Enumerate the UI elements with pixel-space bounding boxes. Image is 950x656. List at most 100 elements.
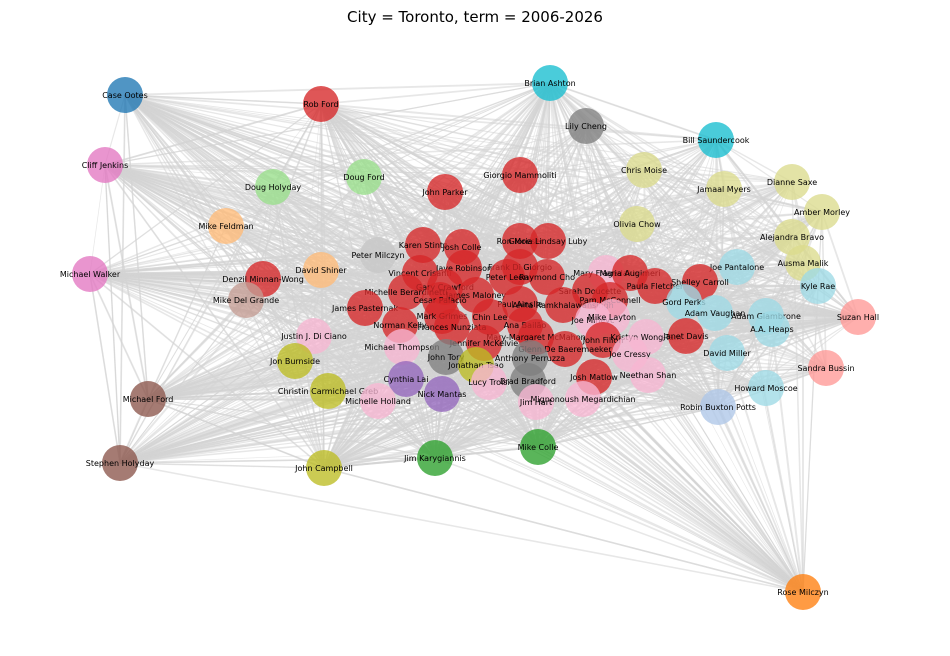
- node-circle: [840, 299, 876, 335]
- edge: [323, 401, 537, 469]
- graph-node: Anita Ramkhalawansingh: [512, 287, 614, 323]
- graph-node: A.A. Heaps: [750, 311, 794, 347]
- node-label: Peter Leon: [486, 273, 529, 282]
- node-label: Peter Milczyn: [351, 251, 404, 260]
- node-circle: [303, 86, 339, 122]
- node-circle: [208, 208, 244, 244]
- node-label: Cliff Jenkins: [82, 161, 129, 170]
- edge: [434, 406, 719, 459]
- graph-node: Peter Milczyn: [351, 237, 405, 273]
- graph-node: Doug Holyday: [245, 169, 302, 205]
- node-circle: [520, 429, 556, 465]
- node-circle: [630, 357, 666, 393]
- edge: [272, 125, 587, 188]
- node-label: Raymond Cho: [519, 273, 575, 282]
- graph-node: Adam Vaughan: [685, 295, 745, 331]
- node-label: James Pasternak: [331, 304, 398, 313]
- node-label: Amber Morley: [794, 208, 850, 217]
- node-label: Karen Stintz: [399, 241, 448, 250]
- node-label: David Miller: [703, 349, 751, 358]
- edge: [547, 240, 819, 287]
- node-circle: [107, 77, 143, 113]
- node-circle: [255, 169, 291, 205]
- graph-node: Karen Stintz: [399, 227, 448, 263]
- graph-node: Mike Feldman: [198, 208, 254, 244]
- graph-node: Paula Fletcher: [627, 268, 684, 304]
- graph-title: City = Toronto, term = 2006-2026: [347, 8, 603, 26]
- edge: [327, 299, 441, 392]
- node-circle: [547, 331, 583, 367]
- edge: [323, 467, 804, 593]
- node-label: Neethan Shan: [620, 371, 677, 380]
- graph-node: Jamaal Myers: [696, 171, 751, 207]
- node-circle: [346, 159, 382, 195]
- graph-node: Amber Morley: [794, 194, 850, 230]
- node-circle: [530, 223, 566, 259]
- edge: [89, 273, 121, 464]
- node-label: Gloria Lindsay Luby: [509, 237, 588, 246]
- node-label: Alejandra Bravo: [760, 233, 824, 242]
- node-label: John Tory: [427, 353, 465, 362]
- node-circle: [434, 309, 470, 345]
- edge: [119, 360, 296, 464]
- graph-node: Lily Cheng: [565, 108, 607, 144]
- edge: [765, 316, 859, 389]
- edge: [147, 398, 325, 469]
- node-label: Mary Fragedakis: [573, 269, 639, 278]
- node-label: Joe Pantalone: [709, 263, 764, 272]
- graph-node: Bill Saundercook: [683, 122, 750, 158]
- node-circle: [417, 440, 453, 476]
- edge: [582, 398, 804, 593]
- edge: [119, 462, 325, 469]
- graph-node: Michelle Holland: [345, 383, 411, 419]
- node-label: James Maloney: [445, 291, 507, 300]
- node-label: Glenn De Baeremaeker: [518, 345, 612, 354]
- node-label: Mike Layton: [588, 313, 636, 322]
- node-label: Shelley Carroll: [671, 278, 729, 287]
- node-circle: [785, 574, 821, 610]
- edge: [320, 103, 717, 141]
- edge: [647, 374, 767, 389]
- graph-node: John Campbell: [294, 450, 353, 486]
- graph-node: Raymond Cho: [519, 259, 575, 295]
- node-circle: [619, 206, 655, 242]
- graph-node: Howard Moscoe: [734, 370, 798, 406]
- node-circle: [360, 237, 396, 273]
- edge: [119, 346, 403, 464]
- edge: [547, 240, 804, 264]
- edge: [124, 94, 793, 183]
- node-label: Suzan Hall: [837, 313, 879, 322]
- node-circle: [774, 164, 810, 200]
- node-circle: [800, 268, 836, 304]
- edge: [475, 364, 649, 376]
- node-label: Jim Karygiannis: [403, 454, 466, 463]
- edge: [104, 164, 149, 400]
- graph-node: Michael Thompson: [364, 329, 440, 365]
- node-circle: [532, 65, 568, 101]
- node-label: Brian Ashton: [524, 79, 575, 88]
- node-circle: [87, 147, 123, 183]
- node-label: John Filion: [582, 336, 624, 345]
- node-label: Frances Nunziata: [418, 323, 487, 332]
- edge: [327, 356, 447, 392]
- node-label: Olivia Chow: [613, 220, 661, 229]
- edge: [519, 139, 717, 176]
- edge: [377, 174, 521, 256]
- edge: [119, 462, 804, 593]
- graph-node: Cliff Jenkins: [82, 147, 129, 183]
- node-label: Doug Holyday: [245, 183, 302, 192]
- edge: [225, 225, 325, 469]
- graph-node: Neethan Shan: [620, 357, 677, 393]
- graph-node: Mike Del Grande: [213, 282, 279, 318]
- node-circle: [748, 370, 784, 406]
- node-label: Mignonoush Megardichian: [531, 395, 636, 404]
- node-label: Denzil Minnan-Wong: [222, 275, 304, 284]
- node-label: David Shiner: [295, 266, 347, 275]
- node-label: Ron Moeser: [497, 237, 545, 246]
- graph-node: Michael Ford: [123, 381, 174, 417]
- node-label: Michael Ford: [123, 395, 174, 404]
- node-label: Dianne Saxe: [767, 178, 817, 187]
- node-label: Mike Del Grande: [213, 296, 279, 305]
- node-label: Jim Hart: [519, 398, 552, 407]
